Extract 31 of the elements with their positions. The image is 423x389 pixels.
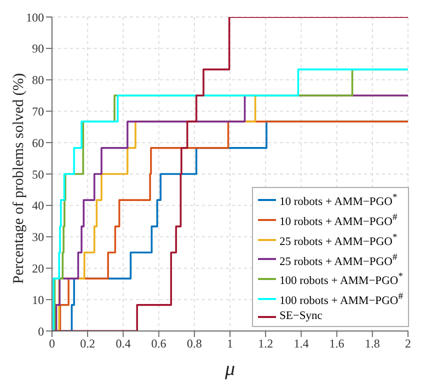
x-tick-label: 1 <box>227 336 233 351</box>
legend-label: 25 robots + AMM−PGO$^{*}$ <box>279 230 398 250</box>
legend-label: 10 robots + AMM−PGO$^{#}$ <box>279 210 398 230</box>
x-tick-label: 2 <box>405 336 411 351</box>
legend-label: 100 robots + AMM−PGO$^{*}$ <box>279 270 403 290</box>
x-tick-label: 1.2 <box>258 336 274 351</box>
x-tick-label: 0 <box>49 336 55 351</box>
y-tick-label: 50 <box>32 167 44 182</box>
x-tick-label: 1.4 <box>294 336 309 351</box>
y-tick-label: 100 <box>26 10 44 24</box>
y-tick-label: 70 <box>32 104 44 118</box>
y-tick-label: 0 <box>38 324 44 338</box>
x-tick-label: 1.6 <box>329 336 344 351</box>
legend-label: 10 robots + AMM−PGO$^{*}$ <box>279 191 398 210</box>
y-tick-label: 30 <box>32 230 44 244</box>
y-tick-label: 20 <box>32 261 44 276</box>
x-tick-label: 0.4 <box>116 336 131 351</box>
legend-label: 100 robots + AMM−PGO$^{#}$ <box>279 290 403 309</box>
y-tick-label: 60 <box>32 136 44 150</box>
x-tick-label: 0.6 <box>151 336 166 351</box>
x-tick-label: 0.8 <box>186 336 202 351</box>
y-axis-title: Percentage of problems solved (%) <box>10 72 28 284</box>
y-tick-label: 80 <box>32 73 44 88</box>
y-tick-label: 10 <box>32 292 44 307</box>
x-tick-label: 0.2 <box>80 336 96 351</box>
y-tick-label: 90 <box>32 42 44 56</box>
legend-label: 25 robots + AMM−PGO$^{#}$ <box>279 250 398 270</box>
y-tick-label: 40 <box>32 198 44 213</box>
legend-label: SE−Sync <box>279 309 322 324</box>
x-tick-label: 1.8 <box>364 336 380 351</box>
x-axis-title: μ <box>224 357 236 381</box>
